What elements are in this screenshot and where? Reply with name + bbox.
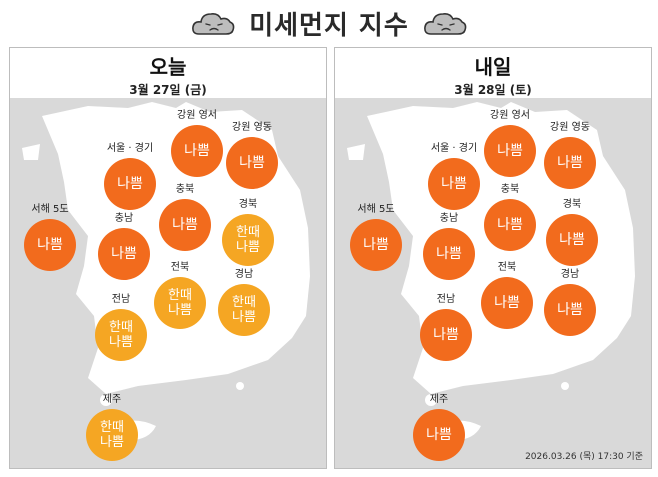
region-status: 한때 나쁨 bbox=[222, 214, 274, 266]
region-gangwon-yeongseo[interactable]: 강원 영서 나쁨 bbox=[167, 110, 227, 177]
region-jeonbuk[interactable]: 전북 나쁨 bbox=[477, 262, 537, 329]
today-date: 3월 27일 (금) bbox=[129, 83, 207, 97]
region-status: 나쁨 bbox=[544, 137, 596, 189]
region-status: 나쁨 bbox=[484, 125, 536, 177]
tomorrow-panel-header: 내일 3월 28일 (토) bbox=[335, 48, 651, 98]
region-gyeongbuk[interactable]: 경북 나쁨 bbox=[542, 199, 602, 266]
region-seoul-gyeonggi[interactable]: 서울 · 경기 나쁨 bbox=[424, 143, 484, 210]
region-label: 충북 bbox=[175, 184, 195, 195]
region-chungbuk[interactable]: 충북 나쁨 bbox=[155, 184, 215, 251]
tomorrow-panel: 내일 3월 28일 (토) 강원 영서 나쁨 강원 영동 나쁨 서울 · 경기 … bbox=[334, 47, 652, 469]
region-gyeongnam[interactable]: 경남 한때 나쁨 bbox=[214, 269, 274, 336]
region-status: 나쁨 bbox=[171, 125, 223, 177]
region-label: 충북 bbox=[500, 184, 520, 195]
region-status: 나쁨 bbox=[226, 137, 278, 189]
today-title: 오늘 bbox=[149, 55, 187, 79]
region-status: 나쁨 bbox=[420, 309, 472, 361]
today-panel: 오늘 3월 27일 (금) 강원 영서 나쁨 강원 영동 나쁨 서울 · 경기 … bbox=[9, 47, 327, 469]
region-status: 나쁨 bbox=[413, 409, 465, 461]
region-label: 서울 · 경기 bbox=[106, 143, 154, 154]
region-gangwon-yeongseo[interactable]: 강원 영서 나쁨 bbox=[480, 110, 540, 177]
region-label: 서울 · 경기 bbox=[430, 143, 478, 154]
region-seohae-5do[interactable]: 서해 5도 나쁨 bbox=[20, 204, 80, 271]
region-label: 경남 bbox=[234, 269, 254, 280]
region-status: 나쁨 bbox=[546, 214, 598, 266]
region-label: 서해 5도 bbox=[357, 204, 395, 215]
page-title: 미세먼지 지수 bbox=[249, 10, 409, 41]
region-status: 나쁨 bbox=[104, 158, 156, 210]
region-jeju[interactable]: 제주 한때 나쁨 bbox=[82, 394, 142, 461]
region-seohae-5do[interactable]: 서해 5도 나쁨 bbox=[346, 204, 406, 271]
sad-cloud-icon bbox=[423, 13, 467, 35]
region-jeonbuk[interactable]: 전북 한때 나쁨 bbox=[150, 262, 210, 329]
region-chungbuk[interactable]: 충북 나쁨 bbox=[480, 184, 540, 251]
region-label: 충남 bbox=[114, 213, 134, 224]
region-gangwon-yeongdong[interactable]: 강원 영동 나쁨 bbox=[222, 122, 282, 189]
region-status: 나쁨 bbox=[350, 219, 402, 271]
region-status: 나쁨 bbox=[544, 284, 596, 336]
region-label: 전북 bbox=[170, 262, 190, 273]
region-status: 나쁨 bbox=[98, 228, 150, 280]
region-label: 제주 bbox=[429, 394, 449, 405]
sad-cloud-icon bbox=[192, 13, 235, 35]
region-chungnam[interactable]: 충남 나쁨 bbox=[94, 213, 154, 280]
region-jeju[interactable]: 제주 나쁨 bbox=[409, 394, 469, 461]
region-label: 경북 bbox=[562, 199, 582, 210]
tomorrow-map-area: 강원 영서 나쁨 강원 영동 나쁨 서울 · 경기 나쁨 충북 나쁨 경북 나쁨… bbox=[335, 98, 651, 468]
region-status: 한때 나쁨 bbox=[154, 277, 206, 329]
region-label: 강원 영서 bbox=[177, 110, 217, 121]
tomorrow-date: 3월 28일 (토) bbox=[454, 83, 532, 97]
region-label: 서해 5도 bbox=[31, 204, 69, 215]
region-status: 나쁨 bbox=[24, 219, 76, 271]
region-label: 경남 bbox=[560, 269, 580, 280]
region-status: 나쁨 bbox=[481, 277, 533, 329]
page-header: 미세먼지 지수 bbox=[0, 0, 658, 46]
region-gyeongbuk[interactable]: 경북 한때 나쁨 bbox=[218, 199, 278, 266]
region-label: 전북 bbox=[497, 262, 517, 273]
region-gyeongnam[interactable]: 경남 나쁨 bbox=[540, 269, 600, 336]
region-label: 강원 영동 bbox=[550, 122, 590, 133]
region-status: 한때 나쁨 bbox=[218, 284, 270, 336]
region-jeonnam[interactable]: 전남 나쁨 bbox=[416, 294, 476, 361]
update-timestamp: 2026.03.26 (목) 17:30 기준 bbox=[525, 452, 643, 462]
region-chungnam[interactable]: 충남 나쁨 bbox=[419, 213, 479, 280]
region-label: 전남 bbox=[111, 294, 131, 305]
region-label: 강원 영동 bbox=[232, 122, 272, 133]
region-label: 충남 bbox=[439, 213, 459, 224]
tomorrow-title: 내일 bbox=[474, 55, 512, 79]
today-panel-header: 오늘 3월 27일 (금) bbox=[10, 48, 326, 98]
region-seoul-gyeonggi[interactable]: 서울 · 경기 나쁨 bbox=[100, 143, 160, 210]
region-status: 한때 나쁨 bbox=[95, 309, 147, 361]
region-status: 한때 나쁨 bbox=[86, 409, 138, 461]
region-jeonnam[interactable]: 전남 한때 나쁨 bbox=[91, 294, 151, 361]
region-status: 나쁨 bbox=[423, 228, 475, 280]
region-status: 나쁨 bbox=[159, 199, 211, 251]
region-label: 제주 bbox=[102, 394, 122, 405]
region-status: 나쁨 bbox=[428, 158, 480, 210]
region-label: 전남 bbox=[436, 294, 456, 305]
region-gangwon-yeongdong[interactable]: 강원 영동 나쁨 bbox=[540, 122, 600, 189]
region-status: 나쁨 bbox=[484, 199, 536, 251]
region-label: 경북 bbox=[238, 199, 258, 210]
region-label: 강원 영서 bbox=[490, 110, 530, 121]
today-map-area: 강원 영서 나쁨 강원 영동 나쁨 서울 · 경기 나쁨 충북 나쁨 경북 한때… bbox=[10, 98, 326, 468]
